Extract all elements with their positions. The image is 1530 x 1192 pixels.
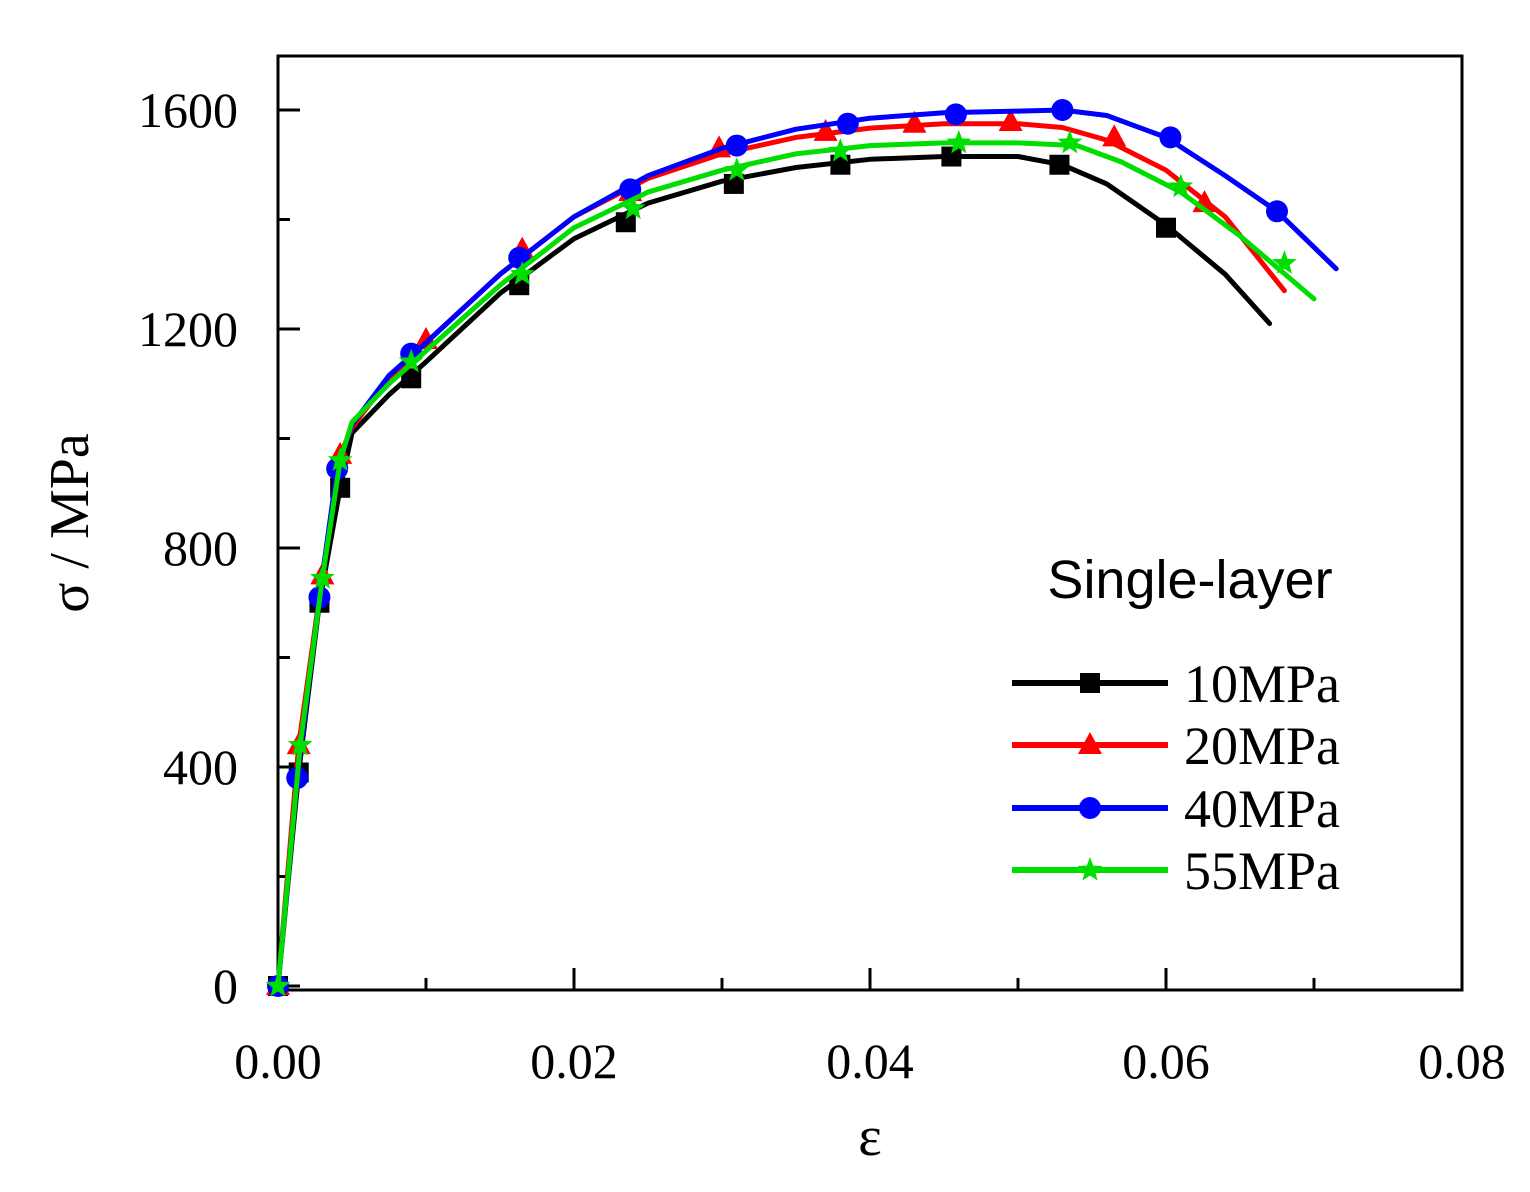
data-point (836, 112, 859, 135)
data-point (946, 129, 972, 154)
data-point (1156, 217, 1176, 238)
legend-label: 40MPa (1184, 779, 1340, 839)
data-point (902, 110, 927, 133)
legend-entry: 55MPa (1012, 841, 1340, 901)
data-point (398, 348, 424, 373)
data-point (509, 261, 535, 285)
data-point (830, 154, 851, 175)
series-line (275, 107, 1339, 989)
legend-label: 10MPa (1184, 654, 1340, 714)
data-point (1051, 99, 1074, 121)
data-point (723, 173, 744, 194)
legend-marker (1079, 797, 1101, 819)
legend-title: Single-layer (1047, 550, 1332, 610)
data-point (998, 109, 1023, 132)
y-tick-label: 1600 (138, 82, 238, 138)
legend-entry: 20MPa (1012, 716, 1340, 776)
y-axis-title: σ / MPa (39, 433, 101, 613)
legend-marker (1080, 673, 1100, 693)
axis-tick-labels: 0.00 0.02 0.04 0.06 0.08 0 400 800 1200 1600 (138, 82, 1506, 1089)
data-point (401, 368, 422, 389)
data-point (265, 973, 291, 997)
x-tick-label: 0.02 (530, 1033, 618, 1089)
data-point (1168, 173, 1194, 198)
data-point (620, 195, 646, 220)
data-point (619, 178, 642, 201)
legend-marker (1077, 857, 1103, 881)
series-55MPa (265, 129, 1317, 997)
data-point (724, 157, 750, 181)
data-point (1049, 154, 1070, 175)
data-point (813, 118, 838, 141)
data-point (615, 212, 636, 233)
legend-marker (1078, 732, 1102, 754)
data-point (1159, 126, 1182, 149)
legend-label: 55MPa (1184, 841, 1340, 901)
data-point (1102, 124, 1127, 147)
data-point (944, 103, 967, 126)
y-tick-label: 400 (163, 739, 238, 795)
data-point (828, 138, 853, 162)
y-tick-label: 1200 (138, 301, 238, 357)
legend-entry: 10MPa (1012, 654, 1340, 714)
data-point (941, 146, 962, 167)
data-point (1057, 129, 1083, 154)
legend-entry: 40MPa (1012, 779, 1340, 839)
y-tick-label: 0 (213, 958, 238, 1014)
data-point (310, 565, 335, 589)
legend-label: 20MPa (1184, 716, 1340, 776)
y-tick-label: 800 (163, 520, 238, 576)
data-point (1272, 250, 1297, 274)
x-tick-label: 0.00 (234, 1033, 322, 1089)
x-tick-label: 0.06 (1122, 1033, 1210, 1089)
data-point (287, 732, 313, 756)
x-tick-label: 0.04 (826, 1033, 914, 1089)
x-axis-title: ε (858, 1106, 882, 1168)
data-point (725, 134, 748, 157)
series-layer (265, 99, 1339, 997)
x-tick-label: 0.08 (1418, 1033, 1506, 1089)
data-point (327, 447, 353, 471)
data-point (1266, 200, 1288, 223)
